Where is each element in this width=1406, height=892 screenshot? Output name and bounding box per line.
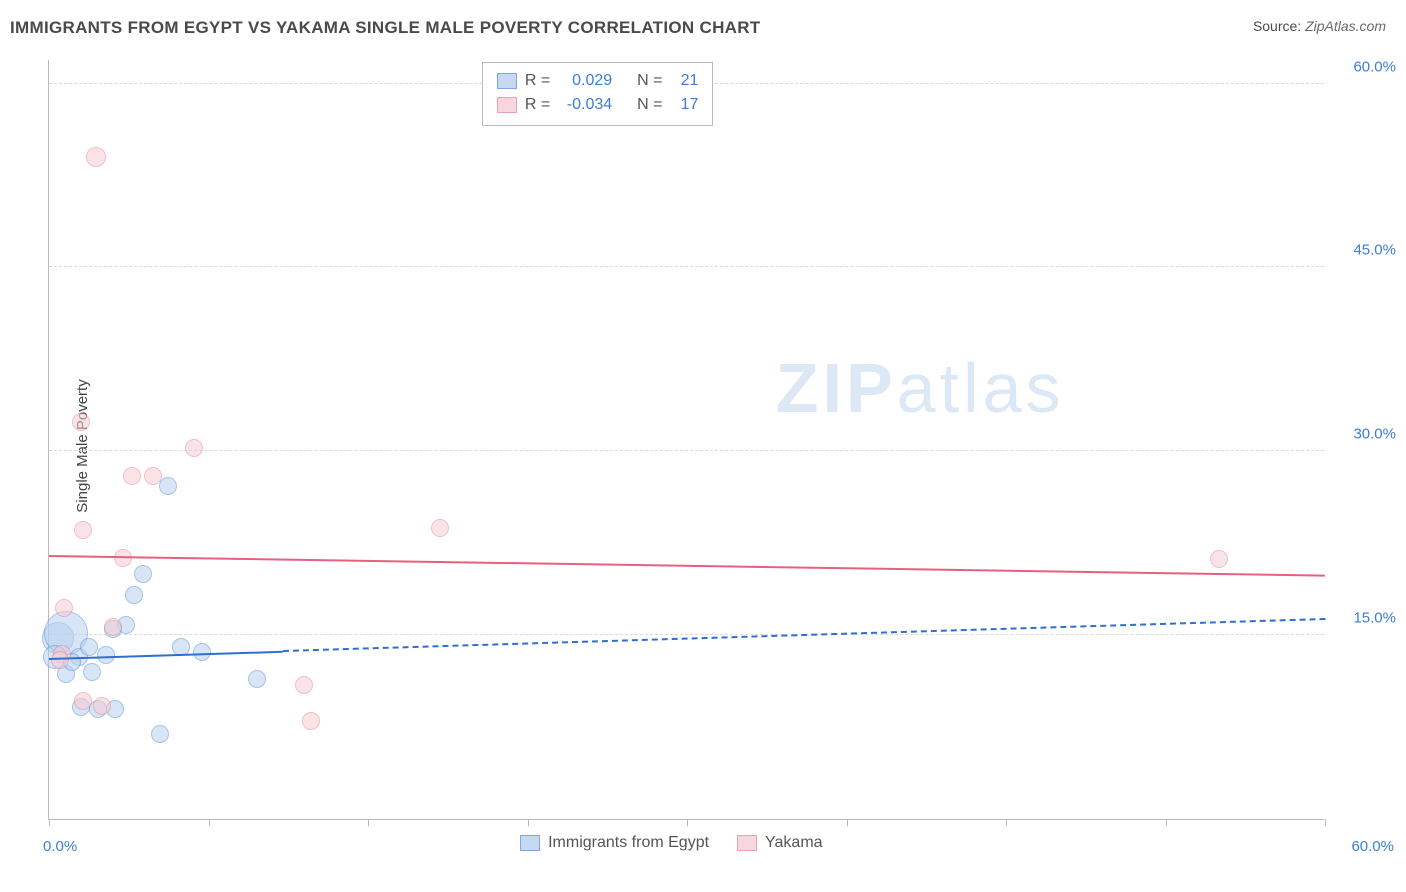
data-point-yakama	[431, 519, 449, 537]
legend-swatch-egypt	[520, 835, 540, 851]
data-point-egypt	[97, 646, 115, 664]
series-legend: Immigrants from Egypt Yakama	[520, 834, 822, 852]
data-point-yakama	[123, 467, 141, 485]
scatter-plot: ZIPatlas 15.0%30.0%45.0%60.0%0.0%60.0%	[48, 60, 1324, 820]
source-attribution: Source: ZipAtlas.com	[1253, 18, 1386, 34]
data-point-egypt	[151, 725, 169, 743]
x-tick	[49, 819, 50, 826]
x-min-label: 0.0%	[43, 838, 77, 855]
swatch-yakama	[497, 97, 517, 113]
data-point-yakama	[74, 692, 92, 710]
r-label: R =	[525, 93, 550, 117]
y-tick-label: 45.0%	[1328, 242, 1396, 259]
data-point-yakama	[93, 697, 111, 715]
data-point-yakama	[302, 712, 320, 730]
watermark-light: atlas	[897, 349, 1065, 427]
watermark-bold: ZIP	[776, 349, 897, 427]
n-value-egypt: 21	[670, 69, 698, 93]
data-point-yakama	[104, 618, 122, 636]
data-point-egypt	[159, 477, 177, 495]
data-point-yakama	[86, 147, 106, 167]
y-tick-label: 60.0%	[1328, 58, 1396, 75]
legend-item-egypt: Immigrants from Egypt	[520, 834, 709, 852]
source-prefix: Source:	[1253, 18, 1301, 34]
watermark: ZIPatlas	[776, 348, 1065, 428]
x-tick	[1166, 819, 1167, 826]
x-tick	[368, 819, 369, 826]
y-tick-label: 30.0%	[1328, 426, 1396, 443]
n-label: N =	[637, 69, 662, 93]
legend-label-yakama: Yakama	[765, 834, 823, 852]
data-point-yakama	[295, 676, 313, 694]
legend-swatch-yakama	[737, 835, 757, 851]
gridline	[49, 634, 1324, 635]
data-point-egypt	[125, 586, 143, 604]
y-tick-label: 15.0%	[1328, 610, 1396, 627]
data-point-egypt	[83, 663, 101, 681]
swatch-egypt	[497, 73, 517, 89]
stats-row-egypt: R = 0.029 N = 21	[497, 69, 699, 93]
n-value-yakama: 17	[670, 93, 698, 117]
r-label: R =	[525, 69, 550, 93]
legend-item-yakama: Yakama	[737, 834, 823, 852]
x-tick	[687, 819, 688, 826]
trend-line	[49, 555, 1325, 577]
x-tick	[847, 819, 848, 826]
legend-label-egypt: Immigrants from Egypt	[548, 834, 709, 852]
data-point-egypt	[134, 565, 152, 583]
stats-row-yakama: R = -0.034 N = 17	[497, 93, 699, 117]
data-point-egypt	[248, 670, 266, 688]
gridline	[49, 450, 1324, 451]
data-point-yakama	[1210, 550, 1228, 568]
stats-legend: R = 0.029 N = 21 R = -0.034 N = 17	[482, 62, 714, 126]
source-name: ZipAtlas.com	[1305, 18, 1386, 34]
trend-line	[283, 618, 1325, 652]
r-value-yakama: -0.034	[558, 93, 612, 117]
data-point-yakama	[185, 439, 203, 457]
data-point-egypt	[80, 638, 98, 656]
x-tick	[1006, 819, 1007, 826]
data-point-yakama	[74, 521, 92, 539]
x-tick	[1325, 819, 1326, 826]
n-label: N =	[637, 93, 662, 117]
x-max-label: 60.0%	[1351, 838, 1394, 855]
data-point-yakama	[144, 467, 162, 485]
r-value-egypt: 0.029	[558, 69, 612, 93]
chart-title: IMMIGRANTS FROM EGYPT VS YAKAMA SINGLE M…	[10, 18, 760, 38]
data-point-yakama	[72, 413, 90, 431]
data-point-yakama	[55, 599, 73, 617]
gridline	[49, 266, 1324, 267]
x-tick	[209, 819, 210, 826]
x-tick	[528, 819, 529, 826]
